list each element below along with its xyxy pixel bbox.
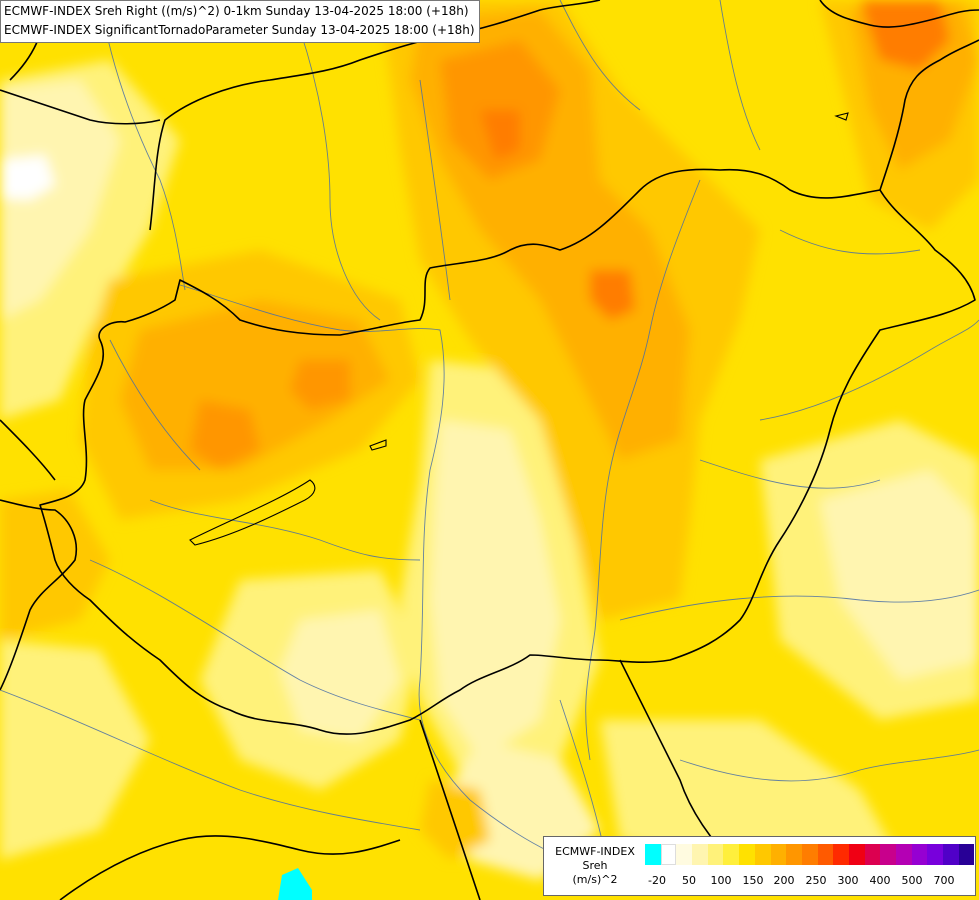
river-east1	[779, 229, 921, 255]
border-slovakia-north	[149, 0, 601, 231]
legend-swatch	[707, 844, 724, 865]
border-ukraine-north	[819, 0, 979, 28]
legend-tick-label: -20	[648, 874, 666, 887]
zone-very-pale-east	[820, 470, 979, 680]
color-legend: ECMWF-INDEX Sreh (m/s)^2 -20 50 100 150 200 2…	[543, 836, 976, 896]
map-title-box: ECMWF-INDEX Sreh Right ((m/s)^2) 0-1km S…	[0, 0, 480, 43]
zone-gold-sw	[0, 490, 110, 640]
zone-white-nw	[0, 155, 55, 200]
legend-tick-label: 400	[869, 874, 891, 887]
legend-swatch	[848, 844, 865, 865]
river-hron	[419, 79, 451, 301]
legend-swatch	[660, 844, 677, 865]
legend-swatch	[833, 844, 849, 865]
legend-swatch	[739, 844, 755, 865]
river-drava	[89, 559, 421, 721]
legend-swatch	[864, 844, 881, 865]
border-croatia	[0, 499, 77, 691]
zone-very-pale-center	[430, 420, 560, 760]
zone-dark-orange-west2	[290, 360, 350, 410]
zone-cyan-low	[278, 868, 312, 900]
legend-model: ECMWF-INDEX	[555, 845, 635, 858]
legend-swatch	[927, 844, 944, 865]
river-somes	[759, 319, 979, 421]
legend-ticks: -20 50 100 150 200 250 300 400 500 700	[645, 874, 975, 890]
legend-swatch	[880, 844, 896, 865]
river-raab	[109, 339, 201, 471]
legend-swatch	[817, 844, 834, 865]
legend-swatch	[692, 844, 708, 865]
zone-orange-west	[120, 300, 390, 470]
lakes	[189, 112, 849, 546]
legend-swatch	[911, 844, 928, 865]
zone-pale-se	[600, 720, 900, 870]
river-morava	[99, 0, 186, 291]
border-ukraine	[879, 39, 979, 191]
river-sw2	[149, 499, 421, 561]
zone-dark-orange-north2	[480, 110, 520, 160]
river-mures	[619, 589, 979, 621]
border-bosnia	[59, 835, 401, 900]
zone-dark-orange-center	[590, 270, 635, 320]
zone-gold-south	[420, 780, 490, 860]
river-sava	[0, 689, 421, 831]
river-vah	[299, 29, 381, 321]
legend-tick-label: 100	[710, 874, 732, 887]
sreh-contours	[0, 0, 979, 880]
legend-swatch	[786, 844, 802, 865]
rivers	[0, 0, 979, 881]
legend-swatch	[770, 844, 787, 865]
title-line-stp: ECMWF-INDEX SignificantTornadoParameter …	[4, 23, 475, 37]
zone-pale-sw-corner	[0, 640, 150, 860]
legend-swatch	[896, 844, 912, 865]
legend-tick-label: 700	[933, 874, 955, 887]
title-line-sreh: ECMWF-INDEX Sreh Right ((m/s)^2) 0-1km S…	[4, 4, 469, 18]
legend-swatch	[723, 844, 740, 865]
legend-tick-label: 200	[773, 874, 795, 887]
zone-very-pale-sw	[280, 610, 400, 740]
lake-small-1	[369, 439, 387, 451]
legend-tick-label: 50	[682, 874, 696, 887]
legend-tick-label: 500	[901, 874, 923, 887]
lake-balaton	[189, 479, 316, 546]
zone-very-pale-west	[0, 80, 120, 320]
lake-small-2	[834, 112, 849, 121]
legend-swatch	[645, 844, 661, 865]
river-n2	[559, 0, 641, 111]
border-slovenia	[0, 419, 56, 481]
legend-swatches	[645, 844, 975, 865]
legend-tick-label: 250	[805, 874, 827, 887]
legend-label: ECMWF-INDEX Sreh (m/s)^2	[546, 845, 644, 887]
legend-swatch	[754, 844, 771, 865]
river-ne2	[719, 0, 761, 151]
border-hungary	[39, 168, 976, 735]
legend-swatch	[676, 844, 693, 865]
legend-swatch	[943, 844, 959, 865]
river-se	[679, 749, 979, 782]
border-austria	[0, 89, 161, 125]
zone-dark-orange-ne	[860, 0, 950, 70]
zone-dark-orange-west	[190, 400, 260, 470]
legend-parameter: Sreh	[582, 859, 608, 872]
border-serbia	[419, 719, 481, 900]
legend-swatch	[958, 844, 975, 865]
legend-swatch	[801, 844, 818, 865]
legend-unit: (m/s)^2	[572, 873, 618, 886]
river-danube	[179, 284, 621, 881]
legend-tick-label: 300	[837, 874, 859, 887]
legend-tick-label: 150	[742, 874, 764, 887]
river-east2	[699, 459, 881, 489]
